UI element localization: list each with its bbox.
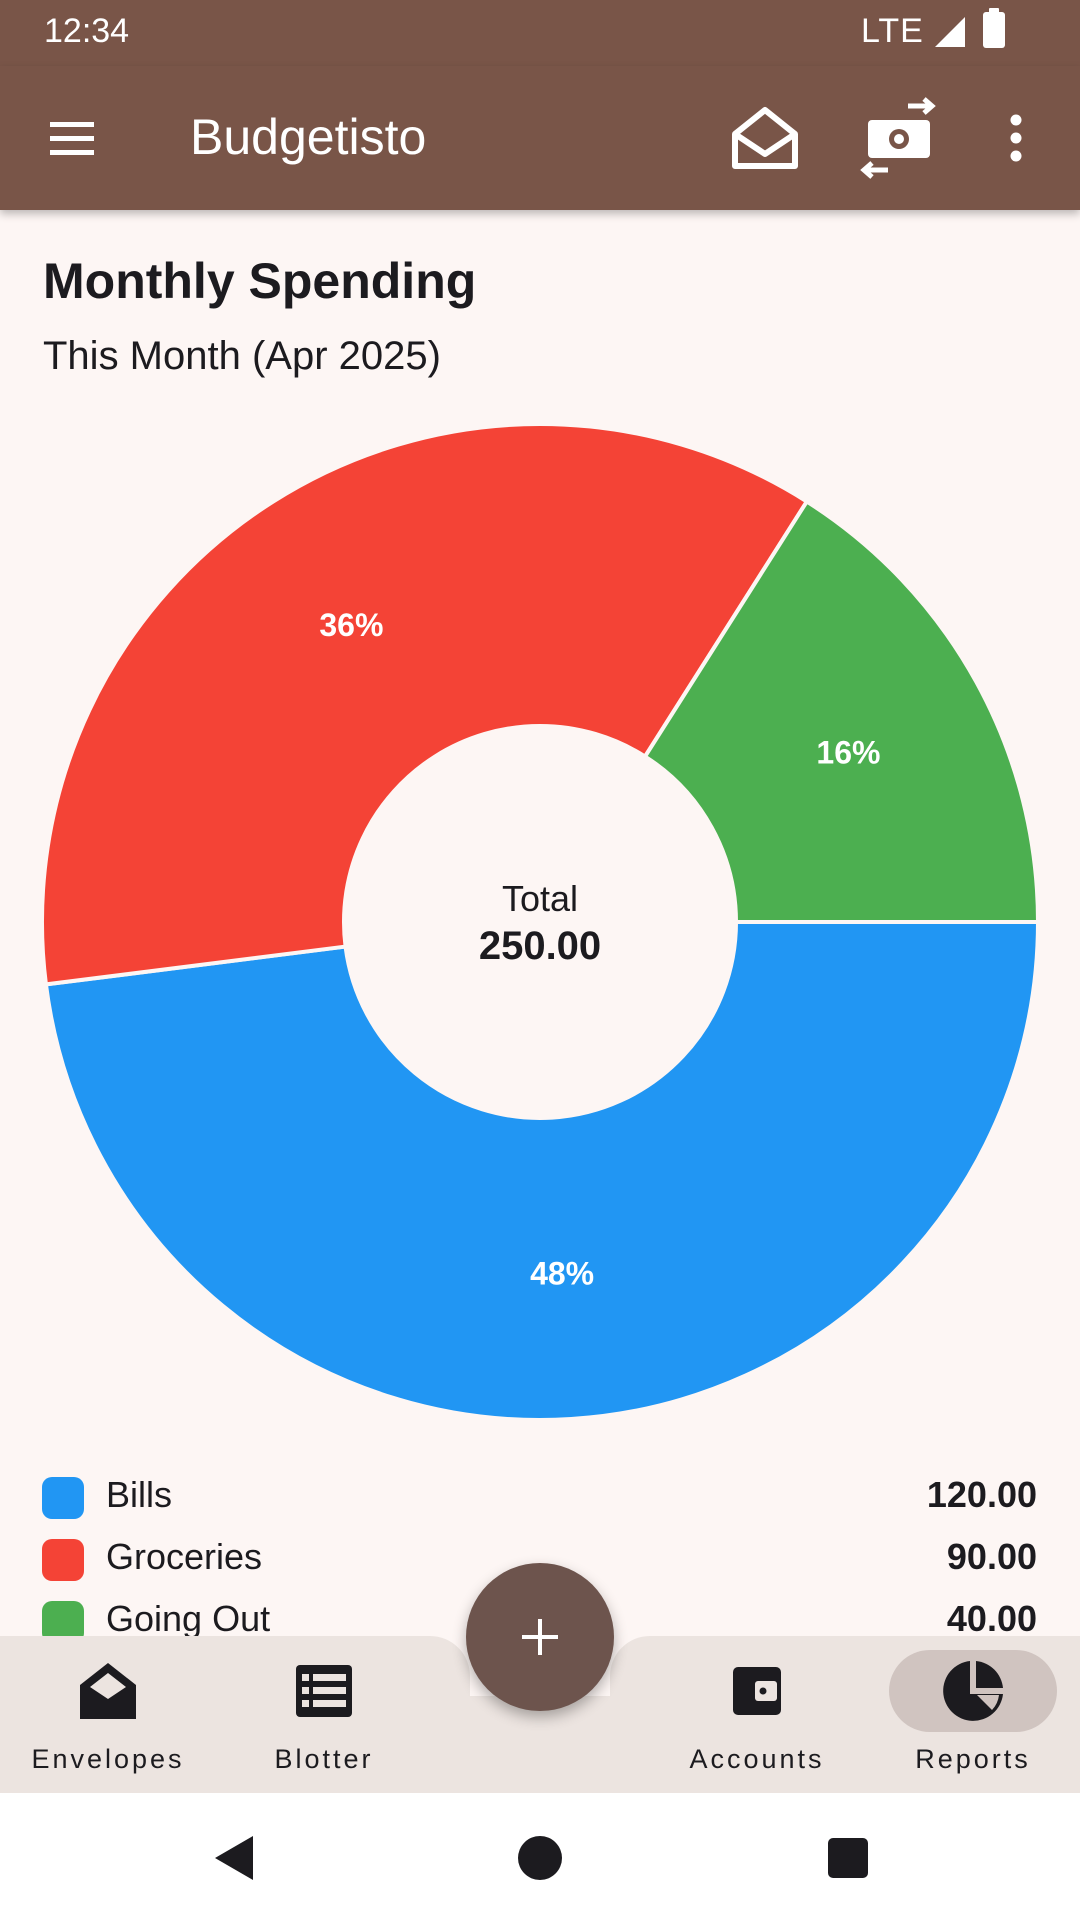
signal-icon [935,17,965,47]
nav-label: Reports [915,1744,1031,1774]
envelope-icon[interactable] [723,96,807,180]
wallet-icon [733,1667,781,1715]
nav-label: Blotter [274,1744,374,1774]
legend-row-bills[interactable]: Bills 120.00 [0,1468,1080,1530]
nav-reports[interactable]: Reports [865,1636,1080,1793]
report-period: This Month (Apr 2025) [43,334,441,378]
legend-swatch [42,1539,84,1581]
battery-icon [983,8,1005,48]
nav-envelopes[interactable]: Envelopes [0,1636,216,1793]
bottom-navigation: Envelopes Blotter Accounts [0,1636,1080,1793]
slice-going-out[interactable] [642,498,1041,924]
envelope-open-icon [80,1663,136,1719]
back-icon[interactable] [205,1828,265,1888]
app-title: Budgetisto [190,109,427,165]
transfer-money-icon[interactable] [856,96,940,180]
legend-swatch [42,1477,84,1519]
status-bar: 12:34 LTE [0,0,1080,66]
nav-label: Envelopes [31,1744,185,1774]
add-transaction-button[interactable] [466,1563,614,1711]
legend-row-groceries[interactable]: Groceries 90.00 [0,1530,1080,1592]
nav-blotter[interactable]: Blotter [216,1636,432,1793]
legend-value: 120.00 [926,1474,1037,1515]
legend-name: Going Out [106,1598,271,1638]
menu-icon[interactable] [40,106,104,170]
app-bar: Budgetisto [0,66,1080,210]
nav-label: Accounts [689,1744,825,1774]
donut-center-value: 250.00 [479,924,601,968]
system-navigation-bar [0,1793,1080,1920]
slice-groceries[interactable] [40,422,810,987]
donut-center-label: Total [502,878,578,919]
legend-swatch [42,1601,84,1638]
spending-donut-chart[interactable]: 48% 36% 16% Total 250.00 [0,400,1080,1440]
legend-name: Bills [106,1474,173,1515]
slice-label-groceries: 36% [319,607,383,643]
slice-label-bills: 48% [530,1255,594,1291]
more-vert-icon[interactable] [990,96,1042,180]
slice-label-going-out: 16% [816,734,880,770]
list-icon [296,1665,352,1717]
legend-value: 90.00 [946,1536,1037,1577]
report-title: Monthly Spending [43,253,477,309]
slice-bills[interactable] [43,920,1041,1422]
legend-name: Groceries [106,1536,263,1577]
status-time: 12:34 [44,12,130,50]
recents-icon[interactable] [818,1828,878,1888]
add-icon [522,1619,558,1655]
home-icon[interactable] [510,1828,570,1888]
chart-legend: Bills 120.00 Groceries 90.00 Going Out 4… [0,1468,1080,1638]
pie-chart-icon [943,1661,1003,1721]
legend-row-going-out[interactable]: Going Out 40.00 [0,1592,1080,1638]
legend-value: 40.00 [946,1598,1037,1638]
nav-accounts[interactable]: Accounts [649,1636,865,1793]
network-type: LTE [861,12,924,50]
